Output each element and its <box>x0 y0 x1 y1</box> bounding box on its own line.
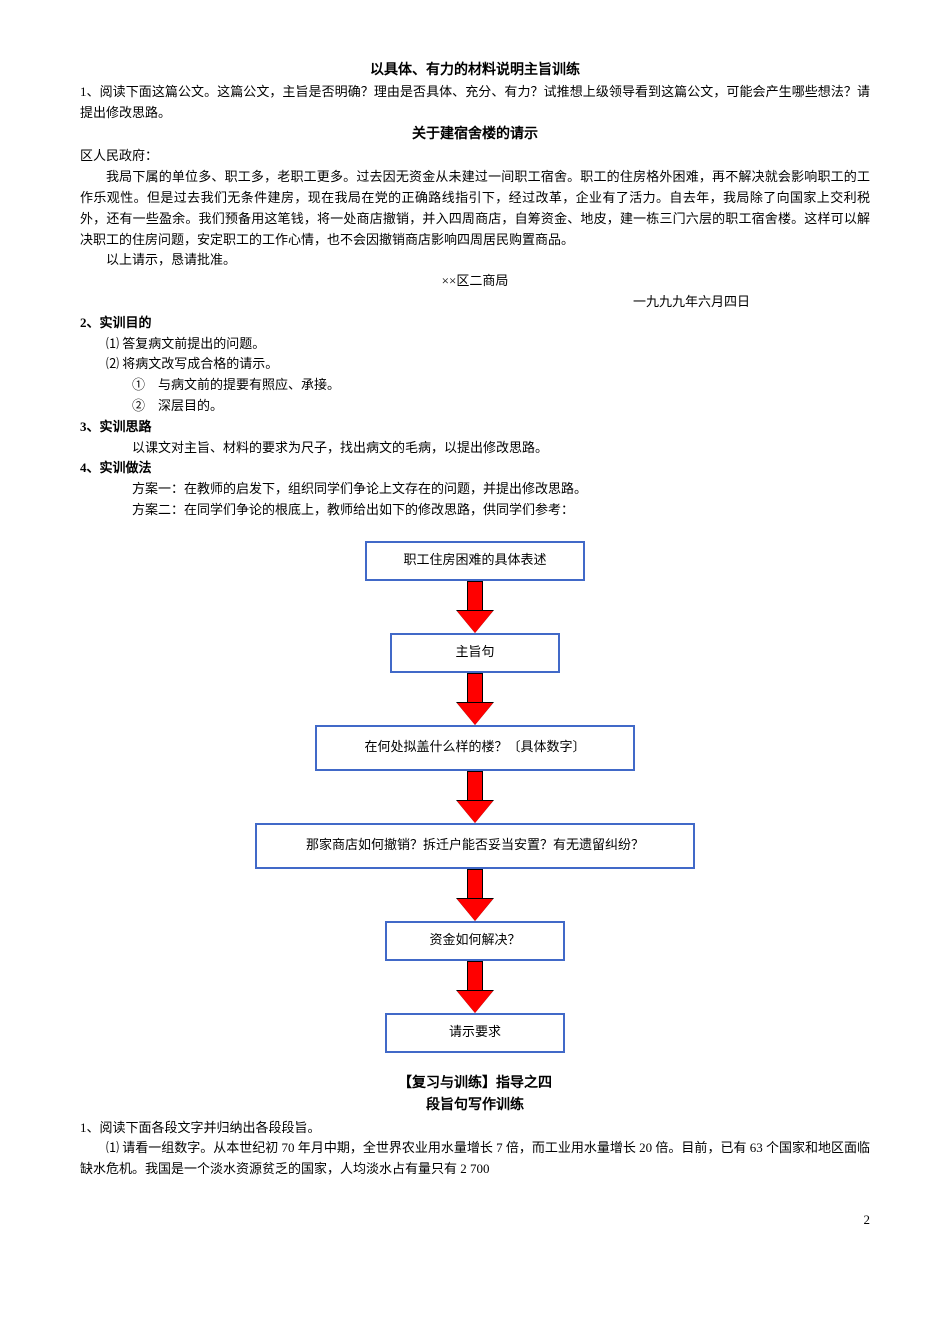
arrow-stem <box>467 771 483 801</box>
main-title: 以具体、有力的材料说明主旨训练 <box>80 60 870 82</box>
section-2-sub-1: ① 与病文前的提要有照应、承接。 <box>80 375 870 396</box>
part2-intro: 1、阅读下面各段文字并归纳出各段段旨。 <box>80 1118 870 1139</box>
body-paragraph-2: 以上请示，恳请批准。 <box>80 250 870 271</box>
section-4-heading: 4、实训做法 <box>80 458 870 479</box>
addressee: 区人民政府： <box>80 146 870 167</box>
part2-title-2: 段旨句写作训练 <box>80 1095 870 1117</box>
arrow-head-icon <box>457 703 493 725</box>
arrow-head-icon <box>457 801 493 823</box>
section-2-heading: 2、实训目的 <box>80 313 870 334</box>
date: 一九九九年六月四日 <box>80 292 870 313</box>
part2-title-1: 【复习与训练】指导之四 <box>80 1073 870 1095</box>
flow-box-2: 主旨句 <box>390 633 560 673</box>
flow-box-4: 那家商店如何撤销？拆迁户能否妥当安置？有无遗留纠纷？ <box>255 823 695 869</box>
intro-paragraph: 1、阅读下面这篇公文。这篇公文，主旨是否明确？理由是否具体、充分、有力？试推想上… <box>80 82 870 124</box>
section-3-heading: 3、实训思路 <box>80 417 870 438</box>
flow-box-6: 请示要求 <box>385 1013 565 1053</box>
flow-arrow-2 <box>457 673 493 725</box>
flow-box-3: 在何处拟盖什么样的楼？〔具体数字〕 <box>315 725 635 771</box>
arrow-stem <box>467 869 483 899</box>
flow-box-5: 资金如何解决？ <box>385 921 565 961</box>
section-4-p2: 方案二：在同学们争论的根底上，教师给出如下的修改思路，供同学们参考： <box>80 500 870 521</box>
section-4-p1: 方案一：在教师的启发下，组织同学们争论上文存在的问题，并提出修改思路。 <box>80 479 870 500</box>
part2-p1: ⑴ 请看一组数字。从本世纪初 70 年月中期，全世界农业用水量增长 7 倍，而工… <box>80 1138 870 1180</box>
signature: ××区二商局 <box>80 271 870 292</box>
section-3-body: 以课文对主旨、材料的要求为尺子，找出病文的毛病，以提出修改思路。 <box>80 438 870 459</box>
flow-arrow-1 <box>457 581 493 633</box>
arrow-head-icon <box>457 991 493 1013</box>
document-title: 关于建宿舍楼的请示 <box>80 124 870 146</box>
section-2-item-1: ⑴ 答复病文前提出的问题。 <box>80 334 870 355</box>
arrow-head-icon <box>457 611 493 633</box>
flow-arrow-5 <box>457 961 493 1013</box>
body-paragraph-1: 我局下属的单位多、职工多，老职工更多。过去因无资金从未建过一间职工宿舍。职工的住… <box>80 167 870 250</box>
arrow-stem <box>467 673 483 703</box>
section-2-sub-2: ② 深层目的。 <box>80 396 870 417</box>
page-number: 2 <box>80 1210 870 1231</box>
arrow-stem <box>467 581 483 611</box>
arrow-head-icon <box>457 899 493 921</box>
section-2-item-2: ⑵ 将病文改写成合格的请示。 <box>80 354 870 375</box>
flow-box-1: 职工住房困难的具体表述 <box>365 541 585 581</box>
flowchart-container: 职工住房困难的具体表述 主旨句 在何处拟盖什么样的楼？〔具体数字〕 那家商店如何… <box>80 541 870 1053</box>
flow-arrow-4 <box>457 869 493 921</box>
arrow-stem <box>467 961 483 991</box>
flow-arrow-3 <box>457 771 493 823</box>
